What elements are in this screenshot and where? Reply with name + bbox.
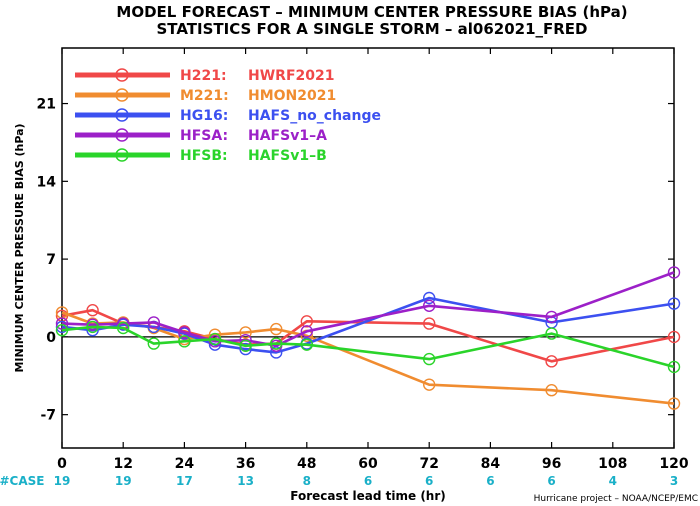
- case-count: 13: [237, 474, 254, 488]
- legend-code: HFSB:: [180, 148, 228, 164]
- x-tick-label: 120: [659, 456, 688, 472]
- legend-marker: [115, 68, 129, 82]
- x-tick-label: 72: [419, 456, 438, 472]
- legend-code: H221:: [180, 68, 227, 84]
- x-tick-label: 108: [598, 456, 627, 472]
- data-point: [667, 266, 681, 279]
- legend-code: HG16:: [180, 108, 228, 124]
- data-point: [545, 327, 558, 340]
- data-point: [86, 320, 99, 334]
- case-count: 19: [54, 474, 71, 488]
- y-tick-label: -7: [40, 408, 56, 424]
- x-axis-label: Forecast lead time (hr): [290, 489, 446, 503]
- legend-entry: H221: HWRF2021: [75, 68, 334, 84]
- data-point: [147, 337, 161, 350]
- case-count: 3: [670, 474, 678, 488]
- series-lines: [55, 266, 681, 410]
- series-hfsb: [55, 320, 681, 374]
- data-point: [423, 317, 436, 330]
- legend-name: HAFSv1–A: [248, 128, 327, 144]
- data-point: [300, 338, 313, 351]
- data-point: [270, 337, 283, 350]
- case-count: 19: [115, 474, 132, 488]
- legend-name: HAFS_no_change: [248, 108, 381, 124]
- chart-title: MODEL FORECAST – MINIMUM CENTER PRESSURE…: [116, 3, 627, 21]
- data-point: [423, 299, 436, 312]
- legend-entry: HFSB: HAFSv1–B: [75, 148, 327, 164]
- data-point: [423, 352, 436, 366]
- legend-marker: [115, 88, 129, 102]
- data-point: [300, 325, 313, 338]
- case-count: 6: [364, 474, 372, 488]
- data-point: [239, 339, 252, 352]
- legend-name: HWRF2021: [248, 68, 334, 84]
- y-axis-label: MINIMUM CENTER PRESSURE BIAS (hPa): [13, 123, 26, 372]
- x-tick-label: 36: [236, 456, 255, 472]
- data-point: [667, 297, 681, 310]
- data-point: [55, 320, 69, 334]
- data-point: [667, 360, 681, 374]
- legend-marker: [115, 128, 129, 142]
- data-point: [545, 355, 558, 368]
- axis-ticks: 0 12 24 36 48 60 72 84 96 108 120 -7 0 7 14 21: [37, 48, 689, 472]
- legend: H221: HWRF2021 M221: HMON2021 HG16: HAFS_no_c…: [75, 68, 381, 164]
- legend-marker: [115, 148, 129, 162]
- y-tick-label: 7: [46, 252, 56, 268]
- data-point: [116, 321, 130, 335]
- case-count: 8: [303, 474, 311, 488]
- x-tick-label: 60: [358, 456, 378, 472]
- data-point: [178, 326, 191, 339]
- data-point: [270, 322, 283, 336]
- case-counts: 19 19 17 13 8 6 6 6 6 4 3: [54, 474, 679, 488]
- data-point: [55, 324, 69, 337]
- data-point: [239, 342, 252, 356]
- x-tick-label: 0: [57, 456, 67, 472]
- data-point: [86, 304, 99, 317]
- legend-name: HAFSv1–B: [248, 148, 327, 164]
- x-tick-label: 24: [175, 456, 195, 472]
- legend-marker: [115, 108, 129, 122]
- data-point: [300, 315, 313, 328]
- legend-code: HFSA:: [180, 128, 228, 144]
- data-point: [239, 326, 252, 339]
- y-tick-label: 21: [37, 97, 56, 113]
- legend-entry: HG16: HAFS_no_change: [75, 108, 381, 124]
- data-point: [208, 332, 222, 346]
- data-point: [147, 316, 161, 329]
- case-count: 4: [609, 474, 617, 488]
- data-point: [667, 330, 681, 344]
- x-tick-label: 96: [542, 456, 561, 472]
- legend-entry: HFSA: HAFSv1–A: [75, 128, 327, 144]
- data-point: [667, 397, 681, 410]
- data-point: [545, 384, 558, 397]
- x-tick-label: 84: [481, 456, 501, 472]
- chart-subtitle: STATISTICS FOR A SINGLE STORM – al062021…: [156, 20, 587, 38]
- data-point: [545, 310, 558, 324]
- case-count: 6: [486, 474, 494, 488]
- data-point: [423, 291, 436, 305]
- y-tick-label: 14: [37, 174, 57, 190]
- data-point: [423, 378, 436, 391]
- case-count: 6: [425, 474, 433, 488]
- case-count: 6: [547, 474, 555, 488]
- case-label: #CASE: [0, 474, 45, 488]
- x-tick-label: 12: [113, 456, 132, 472]
- x-tick-label: 48: [297, 456, 316, 472]
- credit-text: Hurricane project – NOAA/NCEP/EMC: [534, 494, 698, 504]
- legend-entry: M221: HMON2021: [75, 88, 336, 104]
- data-point: [178, 335, 191, 348]
- y-tick-label: 0: [46, 330, 56, 346]
- legend-code: M221:: [180, 88, 229, 104]
- case-count: 17: [176, 474, 193, 488]
- legend-name: HMON2021: [248, 88, 336, 104]
